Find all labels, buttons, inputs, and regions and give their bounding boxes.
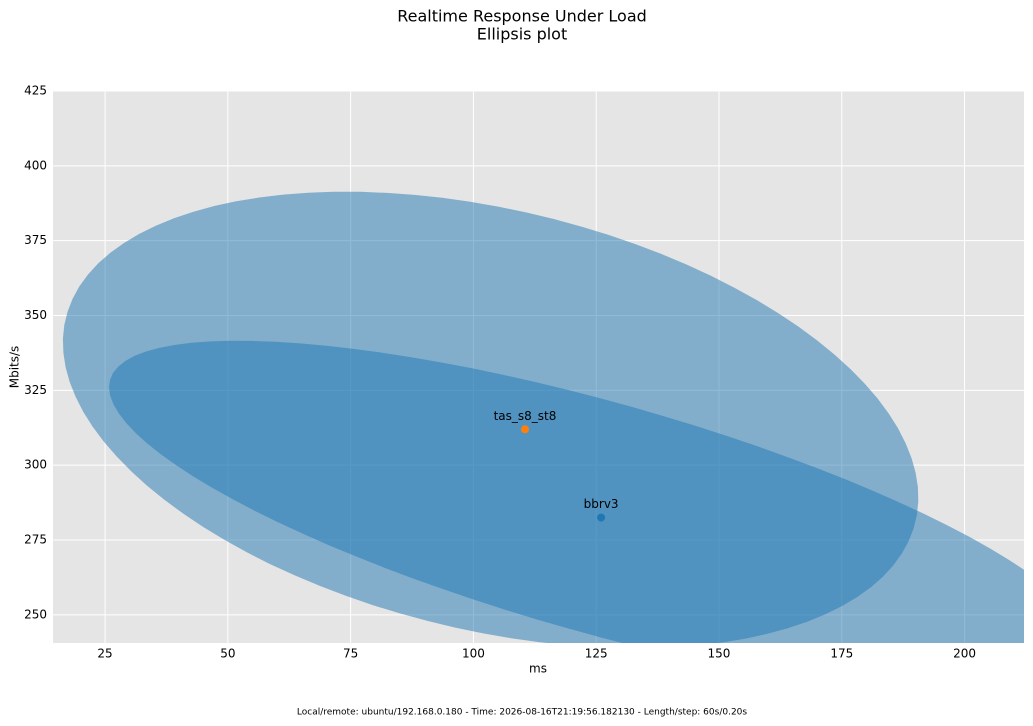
point-label: tas_s8_st8	[494, 409, 557, 423]
x-tick-label: 50	[220, 647, 235, 661]
y-tick-label: 375	[24, 233, 47, 247]
x-tick-label: 200	[953, 647, 976, 661]
x-tick-label: 75	[343, 647, 358, 661]
y-tick-label: 400	[24, 158, 47, 172]
plot-layer	[62, 191, 1024, 643]
x-axis-label: ms	[529, 662, 547, 676]
footer: Local/remote: ubuntu/192.168.0.180 - Tim…	[297, 708, 748, 718]
x-tick-label: 125	[585, 647, 608, 661]
y-tick-label: 300	[24, 458, 47, 472]
x-tick-label: 25	[97, 647, 112, 661]
x-tick-label: 175	[830, 647, 853, 661]
chart-title: Realtime Response Under Load	[397, 7, 647, 26]
y-tick-label: 325	[24, 383, 47, 397]
y-tick-label: 425	[24, 84, 47, 98]
y-tick-label: 350	[24, 308, 47, 322]
point	[597, 513, 606, 522]
x-tick-label: 150	[708, 647, 731, 661]
chart-subtitle: Ellipsis plot	[477, 25, 567, 44]
y-tick-label: 275	[24, 533, 47, 547]
ellipse	[62, 191, 919, 643]
y-tick-label: 250	[24, 607, 47, 621]
point	[520, 425, 529, 434]
x-tick-label: 100	[462, 647, 485, 661]
y-axis-label: Mbits/s	[8, 346, 22, 389]
point-label: bbrv3	[584, 497, 619, 511]
